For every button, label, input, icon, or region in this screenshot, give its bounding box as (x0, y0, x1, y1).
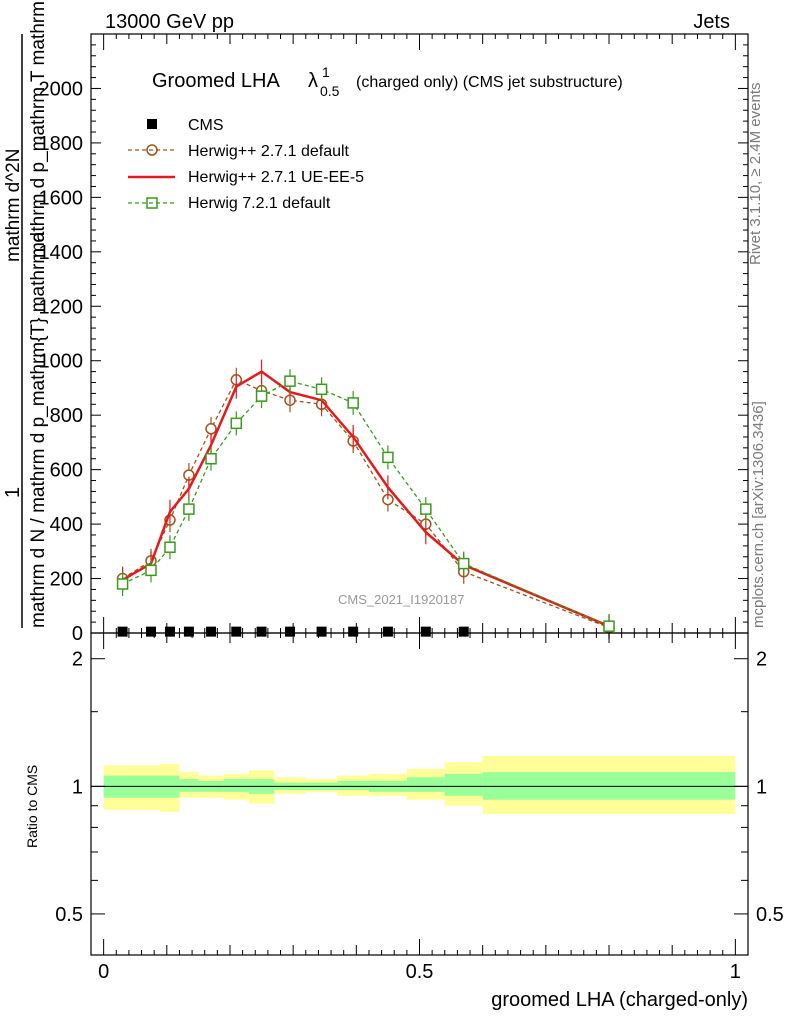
main-plot-panel: 0 200 400 600 800 1000 1200 1400 1600 1800 2000 (39, 33, 749, 645)
data-point-cms (348, 626, 359, 637)
ratio-plot-panel: 0 0.5 1 0.5 0.5 1 1 2 2 (55, 632, 784, 983)
data-point-herwigpp-default (205, 423, 217, 435)
y-tick-label: 1800 (39, 133, 84, 155)
chart-title-symbol: λ (308, 70, 318, 92)
ratio-y-tick-label: 1 (72, 776, 83, 798)
data-point-herwig7 (457, 557, 470, 570)
ratio-band-stat-bin (444, 773, 483, 796)
rivet-label: Rivet 3.1.10, ≥ 2.4M events (747, 83, 764, 266)
ratio-band-stat-bin (223, 779, 249, 792)
y-tick-label: 1400 (39, 242, 84, 264)
data-point-herwig7 (382, 451, 394, 464)
data-point-cms (183, 626, 194, 637)
legend-label-cms: CMS (188, 117, 224, 134)
y-tick-label: 1600 (39, 187, 84, 209)
ratio-y-tick-label: 2 (72, 649, 83, 671)
data-point-herwig7 (347, 397, 359, 409)
data-point-herwig7 (255, 390, 268, 402)
data-point-herwig7 (603, 620, 615, 632)
y-label-numerator: mathrm d^2N (3, 149, 24, 262)
legend: CMS Herwig++ 2.7.1 default Herwig++ 2.7.… (128, 117, 364, 212)
x-tick-label: 0.5 (406, 961, 434, 983)
ratio-y-tick-label-right: 0.5 (756, 904, 784, 926)
x-tick-label: 1 (730, 961, 741, 983)
legend-marker-herwigpp-default (146, 144, 158, 156)
data-point-herwig7 (420, 503, 432, 515)
ratio-y-tick-label: 0.5 (55, 904, 83, 926)
y-tick-label: 600 (50, 460, 83, 482)
data-point-cms (420, 626, 431, 637)
y-tick-label: 800 (50, 405, 83, 427)
legend-label-herwig7: Herwig 7.2.1 default (188, 195, 331, 212)
ratio-band-stat-bin (406, 777, 445, 792)
chart-title-subscript: 0.5 (320, 83, 340, 99)
data-point-cms (206, 626, 217, 637)
main-y-axis-label: 1 mathrm d N / mathrm d p_mathrm{T} math… (2, 0, 49, 628)
series-line-3 (122, 380, 610, 627)
data-point-herwig7 (145, 564, 157, 577)
chart-title-suffix: (charged only) (CMS jet substructure) (356, 74, 623, 91)
data-point-cms (458, 626, 469, 637)
data-point-herwig7 (183, 503, 195, 515)
beam-label: 13000 GeV pp (105, 11, 234, 33)
legend-label-herwigpp-default: Herwig++ 2.7.1 default (188, 143, 350, 160)
y-label-denominator-prefix: mathrm d N / mathrm d p_mathrm{T} mathrm… (28, 232, 49, 628)
data-point-herwig7 (164, 541, 176, 553)
y-tick-label: 1000 (39, 351, 84, 373)
data-point-cms (256, 626, 267, 637)
chart-title: Groomed LHA λ 1 0.5 (charged only) (CMS … (152, 64, 623, 99)
data-point-cms (117, 626, 128, 637)
y-label-numerator-prefix: 1 (2, 487, 24, 498)
ratio-band-stat-bin (179, 779, 199, 792)
data-point-cms (164, 626, 175, 637)
x-axis-label: groomed LHA (charged-only) (491, 989, 748, 1011)
y-tick-label: 1200 (39, 296, 84, 318)
ratio-y-tick-label-right: 1 (756, 776, 767, 798)
data-point-cms (382, 626, 393, 637)
data-point-cms (146, 626, 157, 637)
y-tick-label: 2000 (39, 78, 84, 100)
chart-title-text: Groomed LHA (152, 70, 280, 92)
data-point-herwig7 (205, 452, 217, 465)
data-point-herwig7 (116, 578, 129, 590)
y-tick-label: 200 (50, 569, 83, 591)
chart-title-superscript: 1 (322, 64, 330, 80)
legend-marker-cms (147, 119, 157, 129)
data-point-herwig7 (315, 383, 328, 396)
y-tick-label: 400 (50, 514, 83, 536)
series-line-1 (122, 378, 610, 629)
y-label-denominator: mathrm d p_mathrm T mathrm d lambda (28, 0, 49, 258)
y-tick-label: 0 (72, 623, 83, 645)
legend-marker-herwig7 (146, 197, 158, 209)
legend-label-herwigpp-ueee5: Herwig++ 2.7.1 UE-EE-5 (188, 169, 364, 186)
data-point-cms (316, 626, 327, 637)
analysis-watermark: CMS_2021_I1920187 (338, 592, 465, 607)
x-tick-label: 0 (98, 961, 109, 983)
series-line-2 (121, 370, 610, 628)
ratio-y-axis-label: Ratio to CMS (24, 765, 40, 848)
ratio-band-stat-bin (337, 780, 369, 791)
process-label: Jets (693, 11, 730, 33)
ratio-y-tick-label-right: 2 (756, 649, 767, 671)
data-point-herwig7 (284, 375, 296, 387)
data-point-cms (231, 626, 242, 637)
mcplots-label: mcplots.cern.ch [arXiv:1306.3436] (750, 401, 767, 628)
data-point-cms (284, 626, 295, 637)
data-point-herwig7 (230, 417, 243, 430)
